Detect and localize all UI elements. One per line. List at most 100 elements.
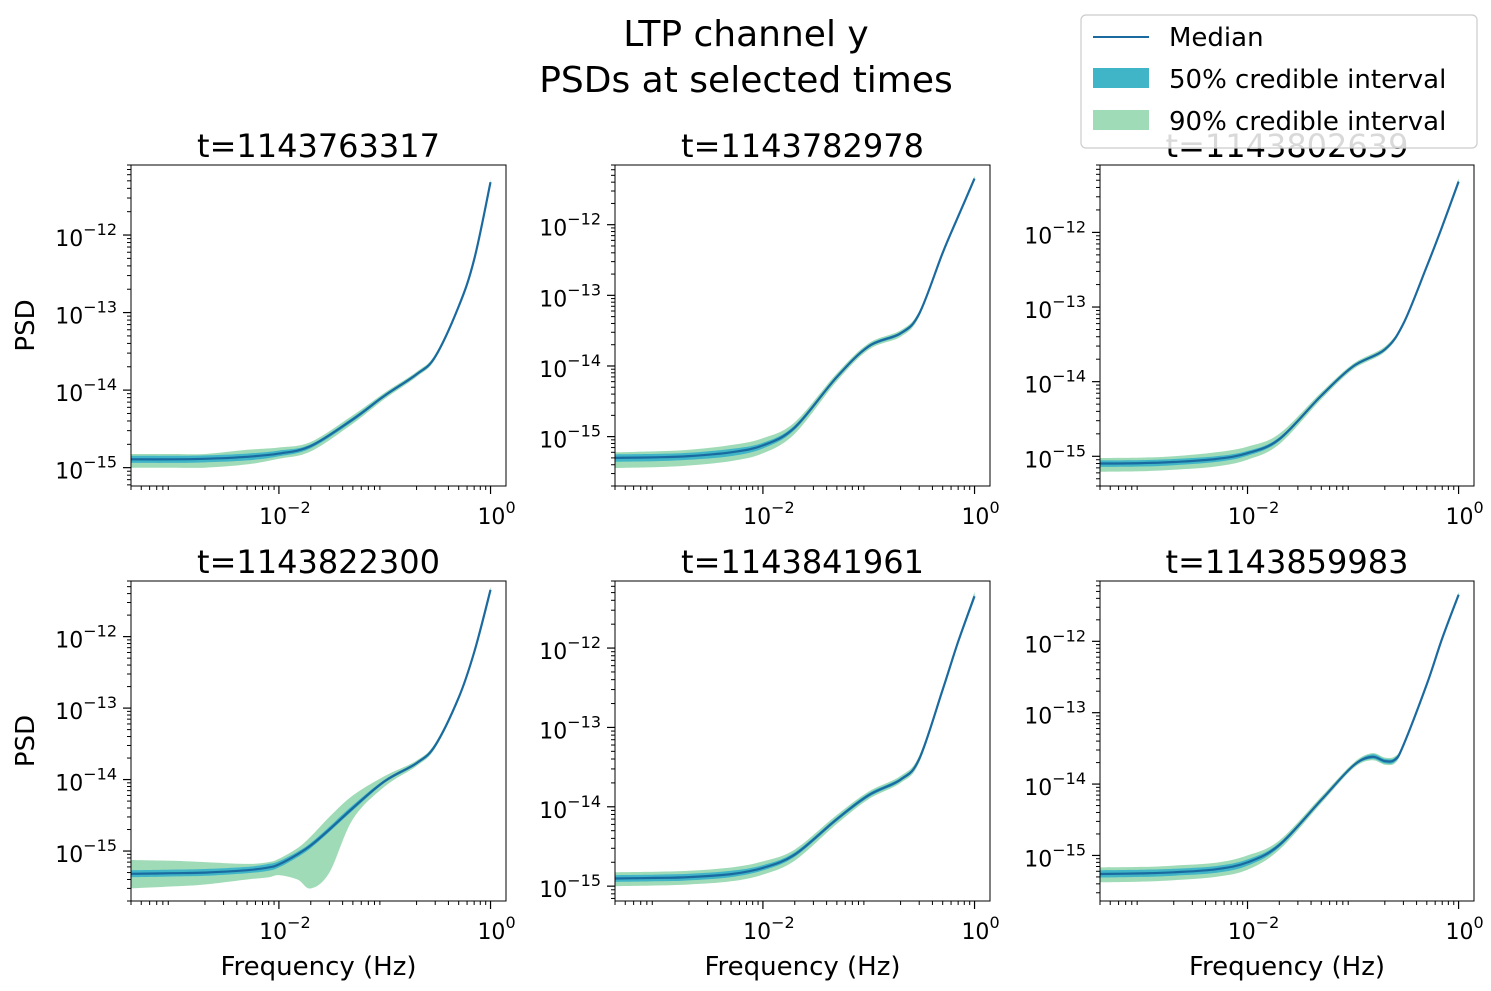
y-tick-label: 10−15 <box>539 422 601 454</box>
y-tick-label: 10−12 <box>539 633 601 665</box>
y-tick-label-exponent: −13 <box>567 712 601 731</box>
y-tick-label: 10−13 <box>539 280 601 312</box>
x-tick-label: 100 <box>961 498 999 530</box>
median-line <box>1100 594 1460 876</box>
ci90-band <box>1100 592 1459 883</box>
x-tick-label-base: 10 <box>259 920 287 945</box>
x-tick-label: 10−2 <box>1228 913 1280 945</box>
x-tick-label-base: 10 <box>259 505 287 530</box>
plot-area <box>1100 592 1460 883</box>
x-tick-label-base: 10 <box>1445 505 1473 530</box>
y-tick-label-exponent: −13 <box>83 693 117 712</box>
y-tick-label: 10−12 <box>1024 626 1086 658</box>
x-tick-label-exponent: −2 <box>771 498 795 517</box>
y-tick-label-base: 10 <box>539 799 567 824</box>
x-tick-label-base: 10 <box>743 920 771 945</box>
y-tick-label-exponent: −12 <box>83 220 117 239</box>
plot-frame <box>130 164 507 487</box>
x-tick-label: 10−2 <box>259 498 311 530</box>
x-tick-label-exponent: 0 <box>1473 498 1483 517</box>
y-tick-label-base: 10 <box>1024 448 1052 473</box>
x-tick-label: 10−2 <box>743 913 795 945</box>
y-tick-label-base: 10 <box>55 843 83 868</box>
y-tick-label-base: 10 <box>1024 374 1052 399</box>
y-tick-label-base: 10 <box>1024 847 1052 872</box>
x-tick-label-exponent: 0 <box>989 498 999 517</box>
y-tick-label-base: 10 <box>1024 776 1052 801</box>
median-line <box>615 595 976 880</box>
x-tick-label: 100 <box>961 913 999 945</box>
subplot-title: t=1143859983 <box>1166 543 1409 581</box>
y-tick-label: 10−12 <box>1024 217 1086 249</box>
y-axis-label: PSD <box>11 299 41 351</box>
y-tick-label-exponent: −14 <box>1052 367 1086 386</box>
y-tick-label-base: 10 <box>55 629 83 654</box>
figure-title: LTP channel y PSDs at selected times <box>539 14 953 101</box>
y-tick-label-base: 10 <box>1024 299 1052 324</box>
ci90-band <box>615 591 975 887</box>
y-tick-label: 10−12 <box>539 210 601 242</box>
x-tick-label-base: 10 <box>1445 920 1473 945</box>
legend-label-ci50: 50% credible interval <box>1169 65 1446 95</box>
y-tick-label: 10−14 <box>55 375 117 407</box>
y-tick-label: 10−14 <box>1024 769 1086 801</box>
ci50-band <box>131 587 491 878</box>
ci50-band <box>131 180 491 463</box>
x-tick-label-exponent: −2 <box>287 498 311 517</box>
plot-frame <box>1099 164 1475 487</box>
x-tick-label: 10−2 <box>1228 498 1280 530</box>
y-tick-label-exponent: −14 <box>83 765 117 784</box>
y-tick-label: 10−14 <box>1024 367 1086 399</box>
y-tick-label: 10−14 <box>539 792 601 824</box>
plot-area <box>131 586 492 889</box>
ci50-band <box>615 177 975 462</box>
x-tick-label: 100 <box>1445 913 1483 945</box>
x-tick-label: 100 <box>477 498 515 530</box>
ci90-band <box>615 175 975 468</box>
y-tick-label-base: 10 <box>539 878 567 903</box>
x-tick-label: 10−2 <box>743 498 795 530</box>
y-tick-label-exponent: −13 <box>567 280 601 299</box>
y-tick-label: 10−14 <box>539 351 601 383</box>
y-tick-label-exponent: −13 <box>1052 698 1086 717</box>
x-tick-label-exponent: 0 <box>1473 913 1483 932</box>
y-tick-label-base: 10 <box>1024 705 1052 730</box>
y-tick-label-base: 10 <box>539 358 567 383</box>
y-tick-label-base: 10 <box>55 382 83 407</box>
plot-area <box>615 175 976 468</box>
x-tick-label-base: 10 <box>961 505 989 530</box>
x-tick-label-exponent: −2 <box>1256 913 1280 932</box>
y-tick-label-base: 10 <box>1024 633 1052 658</box>
y-tick-label-exponent: −12 <box>567 210 601 229</box>
subplot-title: t=1143841961 <box>681 543 924 581</box>
x-tick-label-exponent: −2 <box>287 913 311 932</box>
x-tick-label: 100 <box>477 913 515 945</box>
y-tick-label-base: 10 <box>539 429 567 454</box>
median-line <box>131 181 492 461</box>
y-tick-label: 10−15 <box>1024 840 1086 872</box>
y-tick-label-base: 10 <box>55 227 83 252</box>
subplot-title: t=1143782978 <box>681 127 924 165</box>
y-tick-label-base: 10 <box>1024 224 1052 249</box>
y-tick-label-base: 10 <box>539 287 567 312</box>
legend-ci90-patch <box>1093 110 1149 130</box>
ci90-band <box>1100 178 1459 472</box>
median-line <box>131 589 492 875</box>
y-tick-label: 10−15 <box>1024 441 1086 473</box>
legend-ci50-patch <box>1093 68 1149 88</box>
x-tick-label: 10−2 <box>259 913 311 945</box>
y-tick-label: 10−12 <box>55 622 117 654</box>
x-tick-label-exponent: −2 <box>1256 498 1280 517</box>
legend-frame <box>1080 14 1478 149</box>
median-line <box>1100 181 1460 465</box>
y-tick-label-exponent: −15 <box>567 422 601 441</box>
ci90-band <box>131 179 491 468</box>
y-tick-label-exponent: −15 <box>1052 441 1086 460</box>
